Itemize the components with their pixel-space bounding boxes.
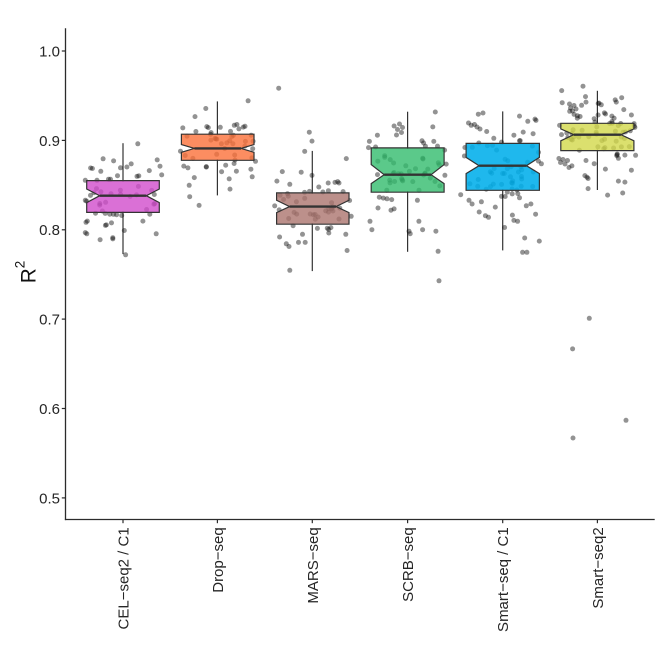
- svg-text:Smart−seq2: Smart−seq2: [590, 527, 607, 608]
- svg-text:0.5: 0.5: [39, 490, 60, 507]
- svg-text:1.0: 1.0: [39, 43, 60, 60]
- svg-text:0.9: 0.9: [39, 133, 60, 150]
- svg-text:Drop−seq: Drop−seq: [210, 527, 227, 592]
- svg-text:0.7: 0.7: [39, 312, 60, 329]
- svg-text:SCRB−seq: SCRB−seq: [400, 527, 417, 602]
- svg-text:CEL−seq2 / C1: CEL−seq2 / C1: [116, 527, 133, 629]
- svg-text:0.8: 0.8: [39, 222, 60, 239]
- svg-text:Smart−seq / C1: Smart−seq / C1: [495, 527, 512, 632]
- svg-text:MARS−seq: MARS−seq: [305, 527, 322, 603]
- svg-text:0.6: 0.6: [39, 401, 60, 418]
